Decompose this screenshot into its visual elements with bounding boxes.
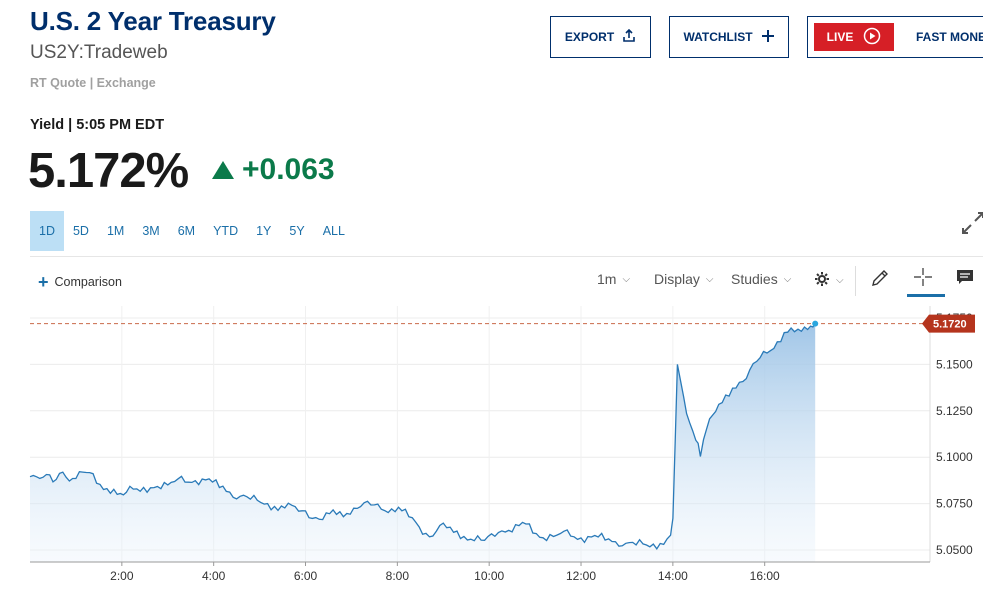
up-arrow-icon (212, 161, 234, 179)
display-menu[interactable]: Display ⌵ (654, 271, 714, 287)
x-tick-label: 12:00 (566, 569, 596, 583)
x-tick-label: 16:00 (750, 569, 780, 583)
play-circle-icon (863, 27, 881, 48)
quote-source: RT Quote | Exchange (30, 76, 156, 90)
display-label: Display (654, 271, 700, 287)
range-all[interactable]: ALL (322, 224, 345, 238)
gear-icon (814, 271, 830, 290)
export-button[interactable]: EXPORT (550, 16, 651, 58)
range-6m[interactable]: 6M (177, 224, 196, 238)
expand-icon[interactable] (962, 212, 983, 234)
watchlist-label: WATCHLIST (683, 30, 753, 44)
change-value: +0.063 (242, 153, 335, 186)
comparison-button[interactable]: + Comparison (38, 272, 122, 292)
comment-icon (956, 268, 974, 289)
active-tool-indicator (907, 294, 945, 297)
plus-icon: + (38, 272, 49, 292)
draw-tool-button[interactable] (870, 268, 890, 291)
x-tick-label: 4:00 (202, 569, 226, 583)
range-selector: 1D 5D 1M 3M 6M YTD 1Y 5Y ALL (30, 211, 354, 251)
pencil-icon (870, 268, 890, 291)
toolbar-separator (855, 266, 856, 296)
x-tick-label: 8:00 (386, 569, 410, 583)
price-change: +0.063 (212, 153, 335, 187)
range-1y[interactable]: 1Y (256, 224, 272, 238)
y-tick-label: 5.1250 (936, 404, 973, 418)
export-label: EXPORT (564, 30, 615, 44)
annotation-tool-button[interactable] (956, 268, 974, 289)
last-point-marker (812, 320, 819, 327)
live-badge: LIVE (814, 23, 894, 51)
studies-label: Studies (731, 271, 778, 287)
crosshair-tool-button[interactable] (914, 268, 932, 289)
last-value-label: 5.1720 (922, 314, 975, 333)
interval-value: 1m (597, 271, 617, 287)
chart-divider (30, 256, 983, 257)
chevron-down-icon: ⌵ (836, 275, 844, 286)
settings-menu[interactable]: ⌵ (814, 271, 844, 290)
x-tick-label: 10:00 (474, 569, 504, 583)
ticker-symbol: US2Y:Tradeweb (30, 42, 168, 63)
area-fill (30, 323, 816, 562)
chevron-down-icon: ⌵ (783, 273, 792, 285)
y-tick-label: 5.1000 (936, 450, 973, 464)
y-tick-label: 5.1500 (936, 357, 973, 371)
last-price: 5.172% (28, 144, 189, 198)
crosshair-icon (914, 268, 932, 289)
watchlist-button[interactable]: WATCHLIST (669, 16, 789, 58)
svg-text:5.1720: 5.1720 (933, 319, 967, 331)
y-tick-label: 5.0500 (936, 543, 973, 557)
upload-icon (622, 28, 636, 46)
x-tick-label: 14:00 (658, 569, 688, 583)
live-label: LIVE (826, 30, 854, 44)
range-5d[interactable]: 5D (72, 224, 89, 238)
page-title: U.S. 2 Year Treasury (30, 6, 276, 36)
range-1m[interactable]: 1M (106, 224, 125, 238)
x-axis: 2:00 4:00 6:00 8:00 10:00 12:00 14:00 16:00 (30, 561, 930, 583)
comparison-label: Comparison (54, 275, 122, 289)
y-tick-label: 5.0750 (936, 497, 973, 511)
plus-icon (761, 29, 775, 46)
yield-timestamp: Yield | 5:05 PM EDT (30, 117, 165, 133)
x-tick-label: 2:00 (110, 569, 134, 583)
x-tick-label: 6:00 (294, 569, 318, 583)
series-line (29, 323, 816, 550)
chevron-down-icon: ⌵ (622, 273, 631, 285)
studies-menu[interactable]: Studies ⌵ (731, 271, 791, 287)
range-1d[interactable]: 1D (30, 211, 64, 251)
range-3m[interactable]: 3M (142, 224, 160, 238)
chevron-down-icon: ⌵ (705, 273, 714, 285)
range-5y[interactable]: 5Y (289, 224, 305, 238)
interval-select[interactable]: 1m ⌵ (597, 271, 630, 287)
range-ytd[interactable]: YTD (213, 224, 239, 238)
